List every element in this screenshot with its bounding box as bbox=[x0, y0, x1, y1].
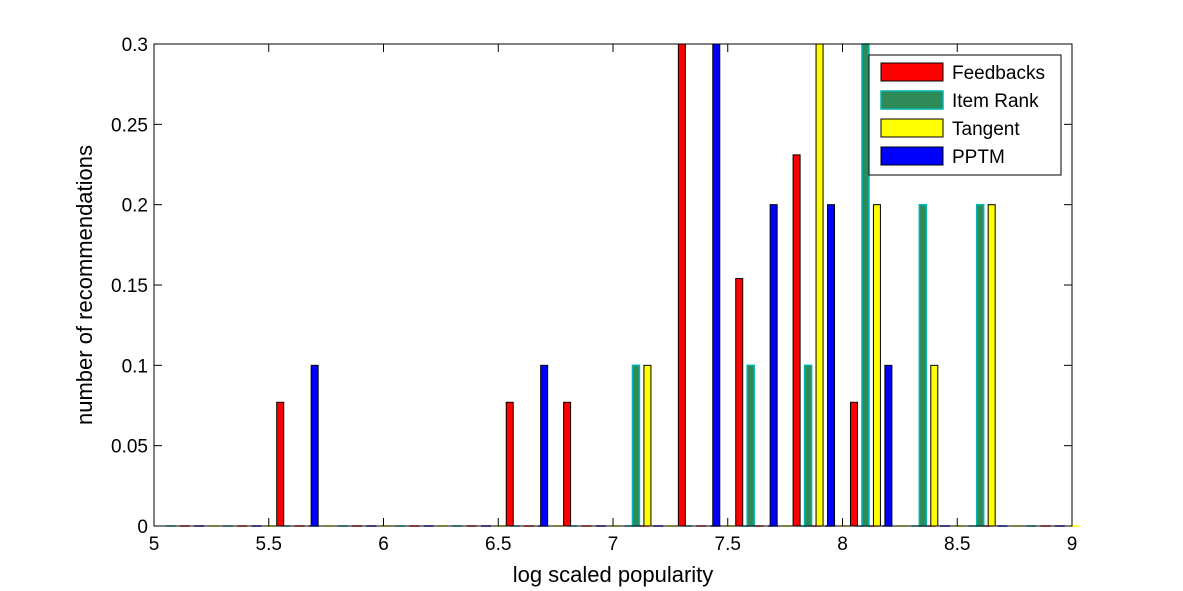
x-tick-label: 7 bbox=[608, 534, 619, 555]
bar-feedbacks bbox=[735, 278, 744, 527]
legend-swatch bbox=[880, 118, 944, 138]
bar-feedbacks bbox=[563, 401, 572, 527]
legend-label: Tangent bbox=[952, 119, 1020, 140]
bar-pptm bbox=[540, 364, 549, 527]
x-tick-label: 6.5 bbox=[485, 534, 511, 555]
bar-pptm bbox=[310, 364, 319, 527]
bar-pptm bbox=[769, 204, 778, 527]
legend-swatch bbox=[880, 146, 944, 166]
bar-item-rank bbox=[803, 364, 813, 527]
x-tick-label: 8 bbox=[837, 534, 848, 555]
x-tick-label: 5 bbox=[149, 534, 160, 555]
x-tick-label: 7.5 bbox=[715, 534, 741, 555]
legend-label: PPTM bbox=[952, 147, 1005, 168]
bar-feedbacks bbox=[792, 154, 801, 527]
bar-pptm bbox=[712, 43, 721, 527]
y-axis-label: number of recommendations bbox=[72, 145, 97, 425]
bar-pptm bbox=[884, 364, 893, 527]
bar-item-rank bbox=[975, 203, 985, 527]
bar-item-rank bbox=[918, 203, 928, 527]
bars-group bbox=[276, 43, 996, 527]
y-tick-label: 0.15 bbox=[111, 276, 148, 297]
bar-tangent bbox=[643, 364, 652, 527]
bar-item-rank bbox=[746, 364, 755, 527]
y-tick-label: 0.25 bbox=[111, 115, 148, 136]
x-axis-ticks: 5 5.5 6 6.5 7 7.5 8 8.5 9 bbox=[149, 44, 1078, 555]
bar-pptm bbox=[827, 204, 836, 527]
bar-feedbacks bbox=[276, 401, 285, 527]
legend-label: Item Rank bbox=[952, 91, 1039, 112]
y-tick-label: 0.05 bbox=[111, 437, 148, 458]
x-tick-label: 6 bbox=[378, 534, 389, 555]
x-tick-label: 5.5 bbox=[256, 534, 282, 555]
bar-feedbacks bbox=[849, 401, 858, 527]
y-axis-ticks: 0 0.05 0.1 0.15 0.2 0.25 0.3 bbox=[111, 35, 1072, 538]
legend: Feedbacks Item Rank Tangent PPTM bbox=[868, 54, 1062, 176]
y-tick-label: 0.1 bbox=[122, 356, 148, 377]
y-tick-label: 0 bbox=[137, 517, 148, 538]
legend-label: Feedbacks bbox=[952, 63, 1045, 84]
legend-swatch bbox=[880, 90, 944, 110]
bar-tangent bbox=[987, 204, 996, 527]
bar-tangent bbox=[872, 204, 881, 527]
x-tick-label: 8.5 bbox=[944, 534, 970, 555]
bar-item-rank bbox=[861, 43, 870, 527]
bar-tangent bbox=[930, 364, 939, 527]
bar-feedbacks bbox=[677, 43, 686, 527]
bar-tangent bbox=[815, 43, 824, 527]
x-tick-label: 9 bbox=[1067, 534, 1078, 555]
y-tick-label: 0.2 bbox=[122, 196, 148, 217]
bar-item-rank bbox=[631, 364, 641, 527]
legend-swatch bbox=[880, 62, 944, 82]
y-tick-label: 0.3 bbox=[122, 35, 148, 56]
bar-feedbacks bbox=[505, 401, 514, 527]
x-axis-label: log scaled popularity bbox=[513, 562, 714, 587]
